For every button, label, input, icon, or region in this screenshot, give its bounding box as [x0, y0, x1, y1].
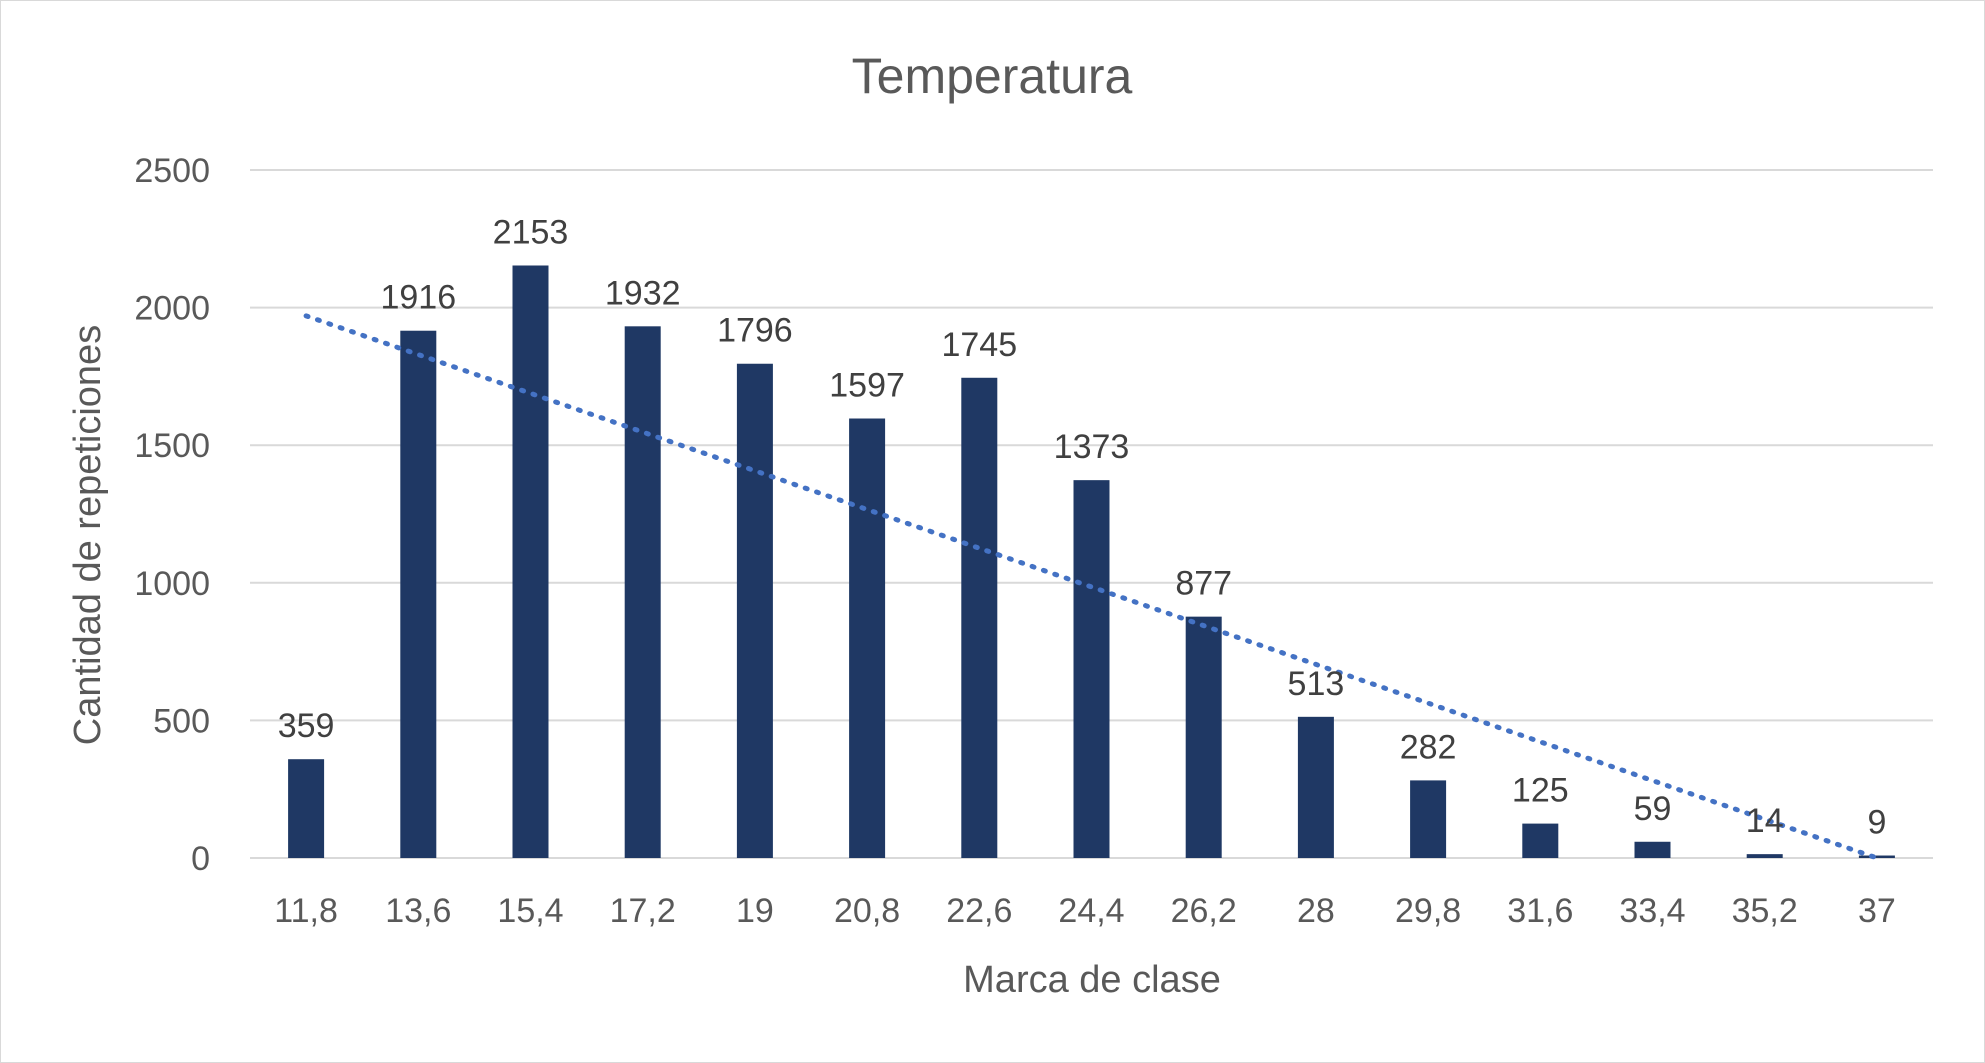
- data-label: 1932: [605, 274, 681, 312]
- bar: [1858, 855, 1895, 858]
- x-tick-label: 28: [1297, 892, 1335, 930]
- data-label: 59: [1634, 790, 1672, 828]
- bar: [849, 418, 886, 858]
- y-axis-ticks: 0 500 1000 1500 2000 2500: [134, 152, 210, 878]
- x-tick-label: 26,2: [1171, 892, 1237, 930]
- data-label: 9: [1867, 804, 1886, 842]
- bars: [288, 265, 1895, 858]
- x-tick-label: 11,8: [274, 892, 338, 930]
- bar: [512, 265, 549, 858]
- bar: [1634, 841, 1671, 858]
- bar: [1185, 616, 1222, 858]
- y-tick-label: 1000: [134, 565, 210, 603]
- bar: [624, 326, 661, 858]
- bar: [1297, 716, 1334, 858]
- data-labels: 359 1916 2153 1932 1796 1597 1745 1373 877 513 282…: [278, 213, 1887, 841]
- x-tick-label: 33,4: [1619, 892, 1685, 930]
- x-tick-label: 13,6: [385, 892, 451, 930]
- data-label: 125: [1512, 772, 1569, 810]
- x-tick-label: 22,6: [946, 892, 1012, 930]
- y-tick-label: 500: [153, 702, 210, 740]
- y-tick-label: 0: [191, 840, 210, 878]
- bar: [961, 377, 998, 858]
- x-tick-label: 35,2: [1732, 892, 1798, 930]
- bar: [288, 759, 325, 858]
- data-label: 14: [1746, 802, 1784, 840]
- bar: [1746, 854, 1783, 858]
- x-tick-label: 37: [1858, 892, 1896, 930]
- chart-title: Temperatura: [852, 48, 1133, 104]
- data-label: 1796: [717, 312, 793, 350]
- bar: [400, 330, 437, 858]
- bar: [1522, 823, 1559, 858]
- y-tick-label: 2500: [134, 152, 210, 190]
- data-label: 359: [278, 707, 335, 745]
- data-label: 2153: [493, 213, 569, 251]
- x-tick-label: 19: [736, 892, 774, 930]
- data-label: 282: [1400, 728, 1457, 766]
- x-tick-label: 29,8: [1395, 892, 1461, 930]
- x-tick-label: 17,2: [610, 892, 676, 930]
- x-axis-title: Marca de clase: [963, 959, 1221, 1001]
- data-label: 1916: [380, 279, 456, 317]
- x-tick-label: 24,4: [1058, 892, 1124, 930]
- trendline: [303, 313, 1880, 861]
- y-tick-label: 2000: [134, 290, 210, 328]
- y-axis-title: Cantidad de repeticiones: [67, 325, 109, 745]
- trendline-group: [303, 313, 1880, 861]
- bar: [1073, 480, 1110, 858]
- bar: [736, 363, 773, 858]
- data-label: 1373: [1054, 428, 1130, 466]
- x-tick-label: 31,6: [1507, 892, 1573, 930]
- bar: [1410, 780, 1447, 858]
- data-label: 513: [1288, 665, 1345, 703]
- data-label: 1745: [941, 326, 1017, 364]
- x-axis-ticks: 11,8 13,6 15,4 17,2 19 20,8 22,6 24,4 26,2 28 29,8…: [274, 892, 1896, 930]
- x-tick-label: 20,8: [834, 892, 900, 930]
- x-tick-label: 15,4: [497, 892, 563, 930]
- data-label: 877: [1175, 565, 1232, 603]
- data-label: 1597: [829, 367, 905, 405]
- y-tick-label: 1500: [134, 427, 210, 465]
